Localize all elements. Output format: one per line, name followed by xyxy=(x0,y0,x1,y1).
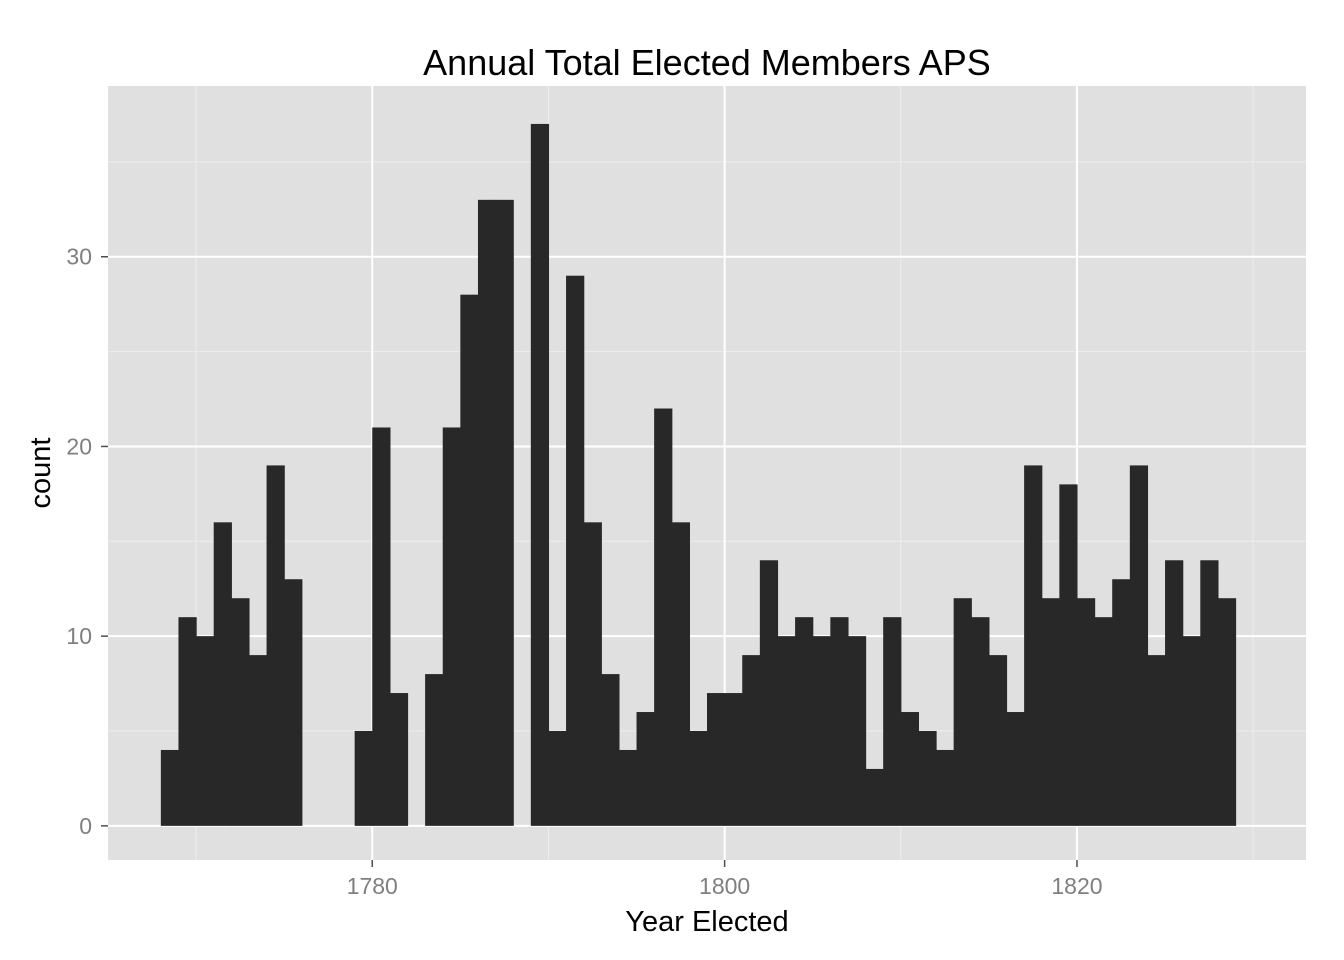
y-tick-label: 10 xyxy=(66,623,92,649)
histogram-bar xyxy=(1059,484,1078,826)
histogram-bar xyxy=(759,560,779,826)
y-tick-label: 30 xyxy=(66,244,92,270)
histogram-bar xyxy=(354,731,373,826)
x-axis-ticks: 1780 1800 1820 xyxy=(347,860,1103,899)
histogram-bar xyxy=(425,674,444,826)
histogram-bar xyxy=(601,674,620,826)
histogram-bar xyxy=(812,636,831,826)
histogram-bar xyxy=(1024,465,1043,826)
histogram-bar xyxy=(1006,712,1025,826)
histogram-bar xyxy=(636,712,655,826)
x-tick-label: 1780 xyxy=(347,873,398,899)
histogram-bar xyxy=(1165,560,1184,826)
histogram-bar xyxy=(284,579,303,826)
histogram-bar xyxy=(936,749,955,826)
histogram-bar xyxy=(1041,598,1060,826)
histogram-bar xyxy=(1147,655,1166,826)
histogram-bar xyxy=(231,598,250,826)
histogram-bar xyxy=(566,275,585,826)
histogram-bar xyxy=(971,617,990,826)
histogram-bar xyxy=(618,749,638,826)
histogram-bar xyxy=(724,693,743,826)
x-tick-label: 1820 xyxy=(1051,873,1102,899)
histogram-bar xyxy=(248,655,268,826)
histogram-bar xyxy=(1182,636,1201,826)
histogram-bar xyxy=(178,617,197,826)
histogram-bar xyxy=(196,636,215,826)
histogram-bar xyxy=(583,522,602,826)
histogram-bar xyxy=(460,294,479,826)
histogram-bar xyxy=(389,693,409,826)
histogram-bar xyxy=(707,693,726,826)
y-axis-ticks: 0 10 20 30 xyxy=(66,244,108,839)
bars xyxy=(160,123,1237,826)
histogram-bar xyxy=(548,731,567,826)
histogram-bar xyxy=(213,522,232,826)
histogram-bar xyxy=(1112,579,1131,826)
x-axis-title: Year Elected xyxy=(625,906,788,938)
histogram-bar xyxy=(530,123,550,826)
x-tick-label: 1800 xyxy=(699,873,750,899)
histogram-bar xyxy=(795,617,814,826)
histogram-bar xyxy=(918,731,937,826)
y-axis-title: count xyxy=(25,438,57,509)
histogram-bar xyxy=(988,655,1008,826)
y-tick-label: 0 xyxy=(79,813,92,839)
histogram-bar xyxy=(865,768,884,826)
histogram-bar xyxy=(372,427,391,826)
histogram-bar xyxy=(1200,560,1219,826)
histogram-bar xyxy=(830,617,849,826)
histogram-bar xyxy=(671,522,690,826)
histogram-bar xyxy=(654,408,673,826)
histogram-bar xyxy=(1217,598,1237,826)
histogram-bar xyxy=(477,199,497,826)
histogram-bar xyxy=(847,636,867,826)
histogram-bar xyxy=(1076,598,1096,826)
histogram-bar xyxy=(777,636,796,826)
histogram-bar xyxy=(1129,465,1149,826)
y-tick-label: 20 xyxy=(66,433,92,459)
chart-title: Annual Total Elected Members APS xyxy=(423,42,991,83)
histogram-bar xyxy=(953,598,972,826)
histogram-bar xyxy=(442,427,461,826)
histogram-bar xyxy=(1094,617,1113,826)
histogram-bar xyxy=(160,749,180,826)
histogram-bar xyxy=(689,731,708,826)
histogram-bar xyxy=(900,712,920,826)
histogram-bar xyxy=(742,655,761,826)
histogram-bar xyxy=(495,199,514,826)
histogram-bar xyxy=(266,465,285,826)
histogram-bar xyxy=(883,617,902,826)
